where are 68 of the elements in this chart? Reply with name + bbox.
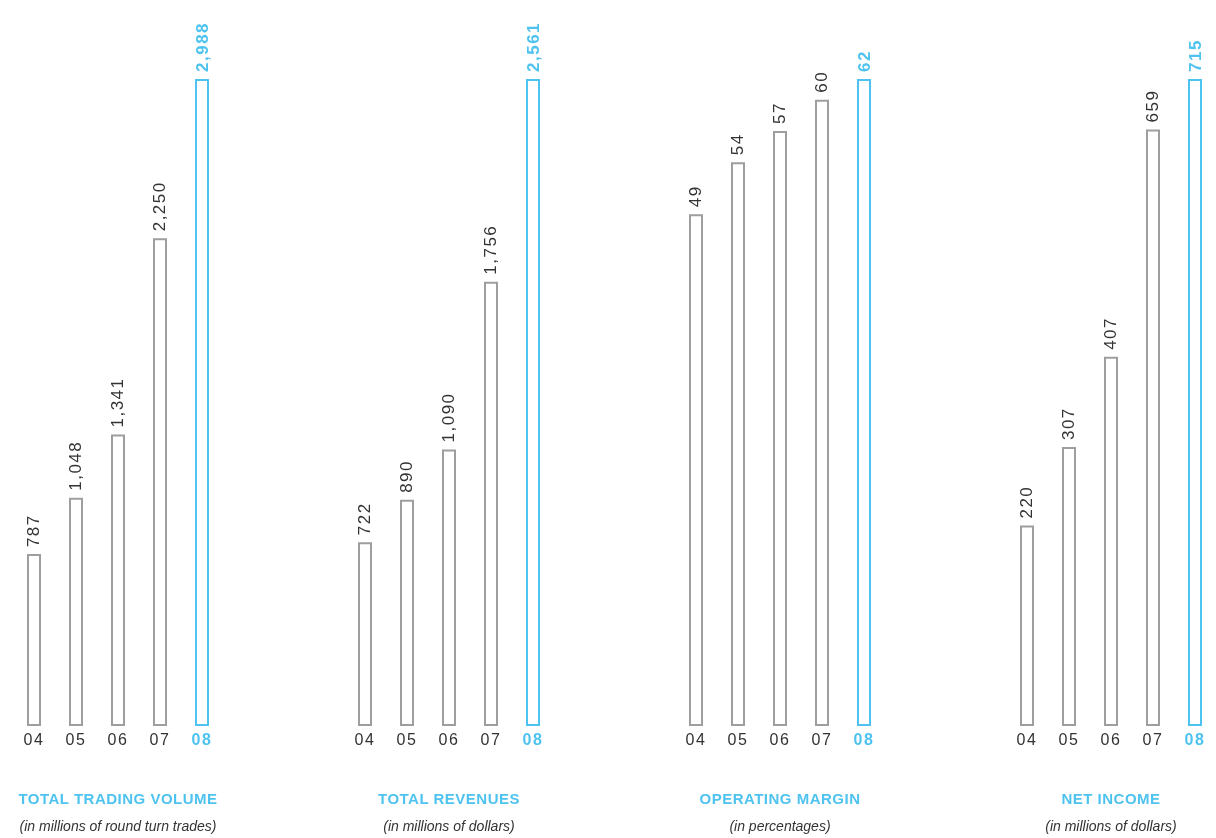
bar [815, 99, 829, 726]
x-tick-label: 06 [1100, 731, 1122, 748]
bar [773, 131, 787, 726]
bar [731, 162, 745, 726]
bar [1188, 79, 1202, 726]
data-label: 60 [812, 70, 832, 93]
data-label: 659 [1143, 89, 1163, 123]
x-tick-label: 06 [769, 731, 791, 748]
bar [27, 554, 41, 726]
x-tick-label: 04 [685, 731, 707, 748]
x-tick-label: 04 [23, 731, 45, 748]
bar [1020, 525, 1034, 726]
data-label: 2,988 [192, 21, 212, 72]
data-label: 2,561 [523, 21, 543, 72]
x-tick-label: 07 [811, 731, 833, 748]
text: (in millions of dollars) [382, 818, 516, 834]
data-label: 62 [854, 50, 874, 72]
x-tick-label: 07 [480, 731, 502, 748]
data-label: 715 [1185, 39, 1205, 72]
data-label: 1,756 [481, 224, 501, 275]
x-tick-label: 04 [354, 731, 376, 748]
bar [442, 449, 456, 726]
x-tick-label: 08 [522, 731, 544, 748]
data-label: 722 [355, 502, 375, 536]
x-tick-label: 06 [107, 731, 129, 748]
data-label: 1,341 [108, 377, 128, 428]
text: (in millions of round turn trades) [18, 818, 218, 834]
text: TOTAL REVENUES [377, 790, 521, 807]
x-tick-label: 07 [1142, 731, 1164, 748]
text: OPERATING MARGIN [698, 790, 862, 807]
x-tick-label: 07 [149, 731, 171, 748]
x-tick-label: 08 [191, 731, 213, 748]
data-label: 57 [770, 102, 790, 125]
text: (in millions of dollars) [1044, 818, 1178, 834]
text: (in percentages) [728, 818, 832, 834]
data-label: 890 [397, 459, 417, 493]
text: NET INCOME [1060, 790, 1162, 807]
data-label: 220 [1017, 485, 1037, 519]
x-tick-label: 05 [727, 731, 749, 748]
data-label: 54 [728, 133, 748, 156]
bar [1104, 356, 1118, 726]
x-tick-label: 08 [1184, 731, 1206, 748]
x-tick-label: 06 [438, 731, 460, 748]
data-label: 2,250 [150, 181, 170, 232]
bar [195, 79, 209, 726]
data-label: 49 [686, 185, 706, 208]
data-label: 307 [1059, 407, 1079, 441]
x-tick-label: 08 [853, 731, 875, 748]
bar [111, 434, 125, 726]
bar [526, 79, 540, 726]
data-label: 407 [1101, 316, 1121, 350]
data-label: 787 [24, 514, 44, 548]
x-tick-label: 05 [396, 731, 418, 748]
bar [400, 499, 414, 726]
bar [358, 542, 372, 726]
bar [484, 281, 498, 726]
bar [153, 238, 167, 726]
bar [857, 79, 871, 726]
data-label: 1,048 [66, 440, 86, 491]
data-label: 1,090 [439, 392, 459, 443]
x-tick-label: 04 [1016, 731, 1038, 748]
bar [1146, 129, 1160, 726]
bar [69, 497, 83, 726]
text: TOTAL TRADING VOLUME [17, 790, 219, 807]
x-tick-label: 05 [1058, 731, 1080, 748]
bar [1062, 447, 1076, 726]
bar [689, 214, 703, 726]
x-tick-label: 05 [65, 731, 87, 748]
